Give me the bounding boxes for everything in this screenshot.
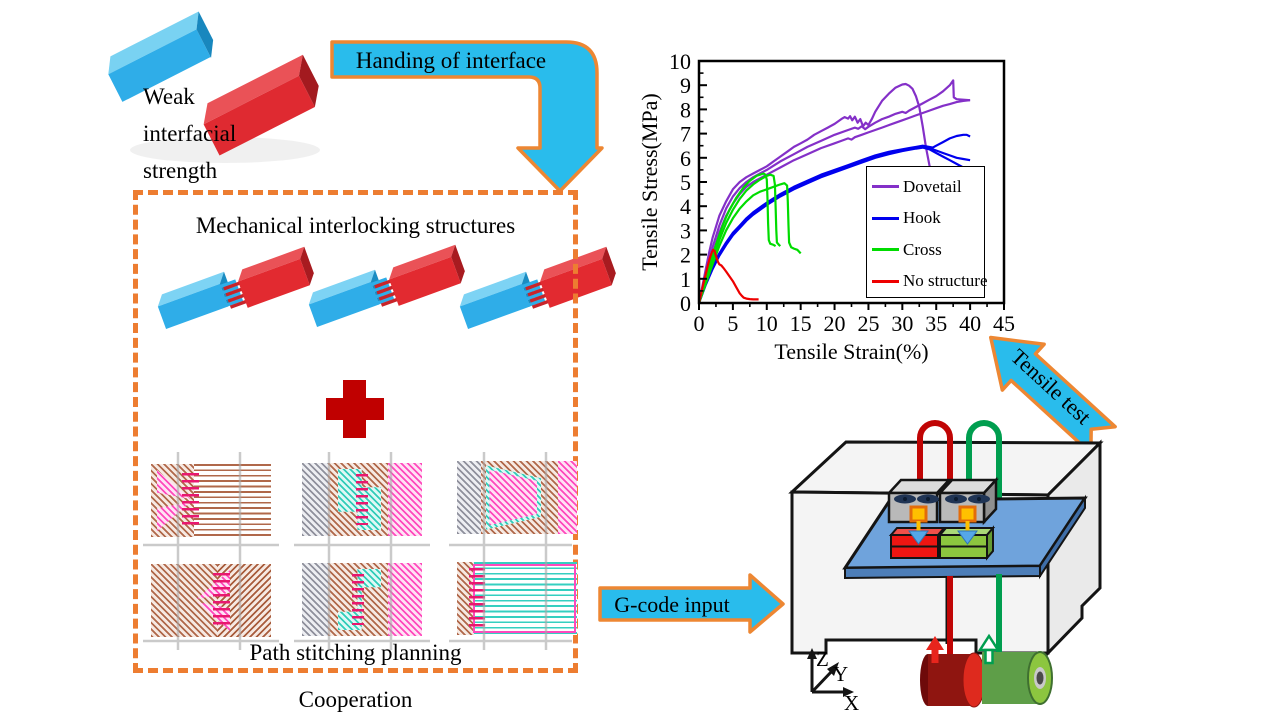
handing-arrow-label: Handing of interface: [356, 48, 546, 73]
feed-arrow-green: [977, 633, 1001, 665]
gcode-arrow: G-code input: [598, 573, 785, 634]
fan-icons: [894, 494, 990, 504]
svg-text:6: 6: [680, 146, 691, 171]
svg-text:7: 7: [680, 122, 691, 147]
handing-arrow: Handing of interface: [330, 40, 604, 193]
weak-label-line3: strength: [143, 158, 218, 183]
path-stitching-label: Path stitching planning: [249, 640, 462, 665]
svg-text:9: 9: [680, 73, 691, 98]
chart-legend: Dovetail Hook Cross No structure: [866, 166, 988, 298]
svg-text:8: 8: [680, 97, 691, 122]
legend-row-1: Hook: [872, 203, 984, 235]
svg-text:40: 40: [959, 311, 981, 336]
toolpath-tile-hook-a: [302, 463, 422, 536]
toolpath-tile-comb: [457, 562, 577, 635]
svg-text:Tensile Stress(MPa): Tensile Stress(MPa): [640, 93, 662, 271]
svg-text:0: 0: [680, 291, 691, 316]
legend-chip-0: [872, 185, 899, 189]
gcode-arrow-label: G-code input: [614, 592, 729, 617]
svg-text:5: 5: [727, 311, 738, 336]
toolpath-tile-dovetail-a: [151, 464, 271, 537]
legend-chip-1: [872, 216, 899, 220]
svg-text:1: 1: [680, 267, 691, 292]
toolpath-tile-dovetail-b: [151, 564, 271, 637]
legend-chip-3: [872, 279, 899, 283]
svg-text:45: 45: [993, 311, 1015, 336]
svg-text:10: 10: [756, 311, 778, 336]
legend-label-3: No structure: [903, 271, 988, 291]
axis-x-label: X: [844, 691, 859, 715]
printer-illustration: Z Y X: [788, 420, 1104, 715]
svg-text:4: 4: [680, 194, 691, 219]
svg-text:30: 30: [891, 311, 913, 336]
weak-interface-label: Weak interfacial strength: [143, 78, 236, 189]
svg-text:3: 3: [680, 218, 691, 243]
legend-row-3: No structure: [872, 266, 988, 298]
weak-label-line1: Weak: [143, 84, 195, 109]
svg-text:Tensile Strain(%): Tensile Strain(%): [774, 339, 928, 364]
svg-text:25: 25: [857, 311, 879, 336]
weak-blocks-illustration: [108, 11, 320, 163]
svg-text:5: 5: [680, 170, 691, 195]
toolpath-tile-hook-b: [302, 563, 422, 636]
axis-y-label: Y: [833, 662, 848, 686]
legend-label-0: Dovetail: [903, 176, 962, 196]
legend-label-1: Hook: [903, 208, 941, 228]
legend-row-0: Dovetail: [872, 171, 984, 203]
svg-text:20: 20: [824, 311, 846, 336]
weak-label-line2: interfacial: [143, 121, 237, 146]
legend-chip-2: [872, 248, 899, 252]
cooperation-box: [133, 190, 578, 673]
coordinate-axes: [807, 648, 854, 697]
svg-text:10: 10: [669, 49, 691, 74]
interlocking-title: Mechanical interlocking structures: [195, 213, 516, 238]
plus-icon: [326, 380, 384, 438]
cooperation-label: Cooperation: [298, 687, 413, 712]
svg-text:35: 35: [925, 311, 947, 336]
svg-text:15: 15: [790, 311, 812, 336]
legend-row-2: Cross: [872, 234, 984, 266]
axis-z-label: Z: [816, 647, 829, 671]
svg-text:2: 2: [680, 243, 691, 268]
legend-label-2: Cross: [903, 239, 942, 259]
feed-arrow-red: [926, 636, 944, 663]
svg-text:0: 0: [694, 311, 705, 336]
